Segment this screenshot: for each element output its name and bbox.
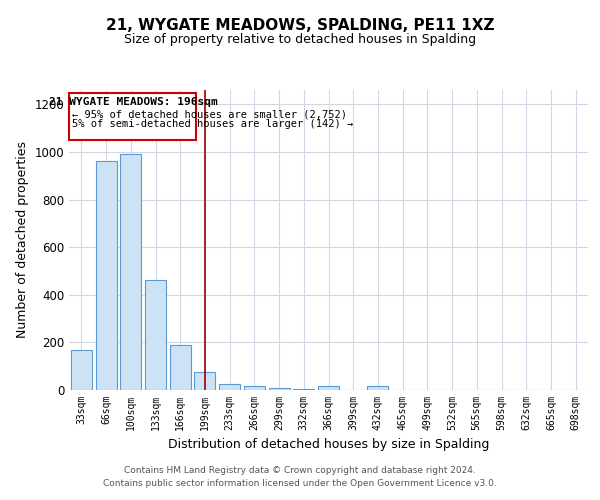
Text: Contains HM Land Registry data © Crown copyright and database right 2024.
Contai: Contains HM Land Registry data © Crown c… [103, 466, 497, 487]
Bar [145, 280, 166, 390]
Bar [71, 350, 92, 390]
Bar [219, 384, 240, 390]
Text: 21, WYGATE MEADOWS, SPALDING, PE11 1XZ: 21, WYGATE MEADOWS, SPALDING, PE11 1XZ [106, 18, 494, 32]
Bar [95, 162, 116, 390]
Y-axis label: Number of detached properties: Number of detached properties [16, 142, 29, 338]
Bar [269, 388, 290, 390]
Text: ← 95% of detached houses are smaller (2,752): ← 95% of detached houses are smaller (2,… [73, 109, 347, 119]
Bar [170, 345, 191, 390]
Bar [367, 386, 388, 390]
Bar [194, 372, 215, 390]
Bar [318, 386, 339, 390]
Bar [293, 389, 314, 390]
Text: 5% of semi-detached houses are larger (142) →: 5% of semi-detached houses are larger (1… [73, 118, 354, 128]
FancyBboxPatch shape [70, 93, 196, 140]
Bar [244, 386, 265, 390]
X-axis label: Distribution of detached houses by size in Spalding: Distribution of detached houses by size … [168, 438, 489, 452]
Bar [120, 154, 141, 390]
Text: Size of property relative to detached houses in Spalding: Size of property relative to detached ho… [124, 32, 476, 46]
Text: 21 WYGATE MEADOWS: 196sqm: 21 WYGATE MEADOWS: 196sqm [49, 97, 217, 107]
